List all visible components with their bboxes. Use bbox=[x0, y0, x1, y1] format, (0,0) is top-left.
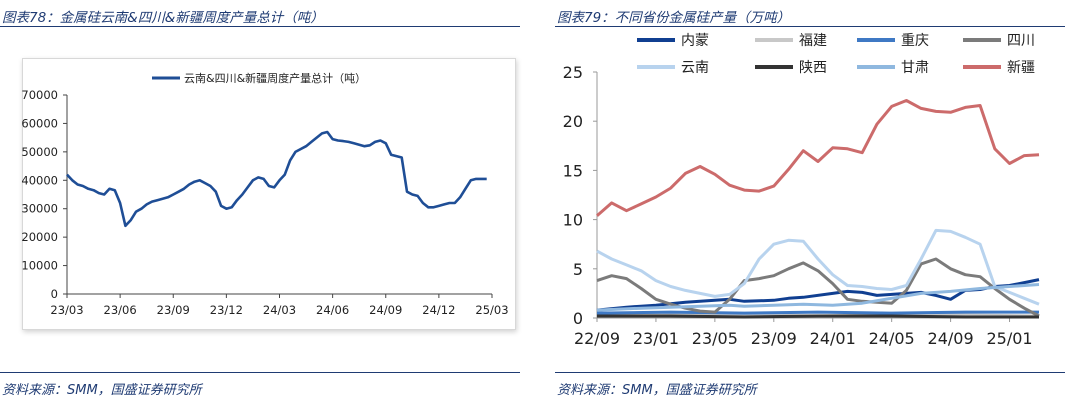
left-title-rule bbox=[0, 26, 520, 27]
legend-label-4: 四川 bbox=[1007, 33, 1035, 49]
x-tick-label-23-12: 23/12 bbox=[210, 303, 243, 317]
y-tick-label-20000: 20000 bbox=[22, 230, 58, 244]
x-tick-label-25-03: 25/03 bbox=[475, 303, 508, 317]
x-tick-label-23-03: 23/03 bbox=[50, 303, 83, 317]
x-tick-label-25-01: 25/01 bbox=[986, 329, 1032, 348]
x-tick-label-24-03: 24/03 bbox=[263, 303, 296, 317]
left-figure-title: 图表78：金属硅云南&四川&新疆周度产量总计（吨） bbox=[2, 10, 324, 26]
right-figure-title: 图表79：不同省份金属硅产量（万吨） bbox=[557, 10, 791, 26]
y-tick-label-40000: 40000 bbox=[22, 173, 58, 187]
legend-label: 云南&四川&新疆周度产量总计（吨） bbox=[184, 71, 366, 85]
legend-label-3: 重庆 bbox=[901, 33, 929, 49]
right-source-note: 资料来源：SMM，国盛证券研究所 bbox=[557, 383, 757, 398]
x-tick-label-24-09: 24/09 bbox=[369, 303, 402, 317]
legend-label-7: 甘肃 bbox=[901, 60, 929, 76]
series-line-4 bbox=[596, 257, 1040, 318]
x-tick-label-24-09: 24/09 bbox=[928, 329, 974, 348]
x-tick-label-23-06: 23/06 bbox=[104, 303, 137, 317]
series-line-7 bbox=[596, 283, 1040, 312]
y-tick-label-30000: 30000 bbox=[22, 202, 58, 216]
right-title-rule bbox=[555, 26, 1065, 27]
y-tick-label-70000: 70000 bbox=[22, 88, 58, 102]
y-tick-label-0: 0 bbox=[51, 287, 58, 301]
y-tick-label-25: 25 bbox=[563, 63, 583, 82]
series-line-total-output bbox=[66, 130, 487, 228]
series-line-3 bbox=[596, 310, 1039, 315]
x-tick-label-23-09: 23/09 bbox=[751, 329, 797, 348]
x-tick-label-23-05: 23/05 bbox=[692, 329, 738, 348]
right-chart-svg: 0 5 10 15 20 25 22/09 23/01 23/05 23/09 24/01 24/05… bbox=[563, 33, 1040, 348]
x-tick-label-24-05: 24/05 bbox=[869, 329, 915, 348]
y-tick-label-5: 5 bbox=[573, 260, 583, 279]
legend-label-1: 内蒙 bbox=[681, 33, 709, 49]
y-tick-label-60000: 60000 bbox=[22, 116, 58, 130]
x-tick-label-22-09: 22/09 bbox=[574, 329, 620, 348]
legend-label-2: 福建 bbox=[799, 33, 827, 49]
y-tick-label-10000: 10000 bbox=[22, 259, 58, 273]
right-source-rule bbox=[555, 372, 1065, 373]
x-tick-label-23-09: 23/09 bbox=[157, 303, 190, 317]
right-figure-panel: 图表79：不同省份金属硅产量（万吨） 0 5 10 15 20 25 22/09 23/01 2… bbox=[555, 0, 1065, 404]
legend-label-5: 云南 bbox=[681, 60, 709, 76]
y-tick-label-15: 15 bbox=[563, 161, 583, 180]
x-tick-label-24-06: 24/06 bbox=[316, 303, 349, 317]
left-source-note: 资料来源：SMM，国盛证券研究所 bbox=[2, 383, 202, 398]
series-line-5 bbox=[596, 228, 1040, 306]
left-chart-svg: 0 10000 20000 30000 40000 50000 60000 70000 23/0… bbox=[21, 71, 508, 317]
left-figure-panel: 图表78：金属硅云南&四川&新疆周度产量总计（吨） 0 10000 20000 300… bbox=[0, 0, 520, 404]
legend-label-6: 陕西 bbox=[799, 60, 827, 76]
x-tick-label-23-01: 23/01 bbox=[633, 329, 679, 348]
left-source-rule bbox=[0, 372, 520, 373]
series-line-8 bbox=[596, 99, 1040, 217]
y-tick-label-10: 10 bbox=[563, 211, 583, 230]
left-chart-frame: 0 10000 20000 30000 40000 50000 60000 70000 23/0… bbox=[21, 58, 516, 330]
series-line-6 bbox=[597, 314, 1039, 319]
y-tick-label-0: 0 bbox=[573, 309, 583, 328]
x-tick-label-24-01: 24/01 bbox=[810, 329, 856, 348]
legend-label-8: 新疆 bbox=[1007, 60, 1035, 76]
y-tick-label-50000: 50000 bbox=[22, 145, 58, 159]
y-tick-label-20: 20 bbox=[563, 112, 583, 131]
x-tick-label-24-12: 24/12 bbox=[422, 303, 455, 317]
